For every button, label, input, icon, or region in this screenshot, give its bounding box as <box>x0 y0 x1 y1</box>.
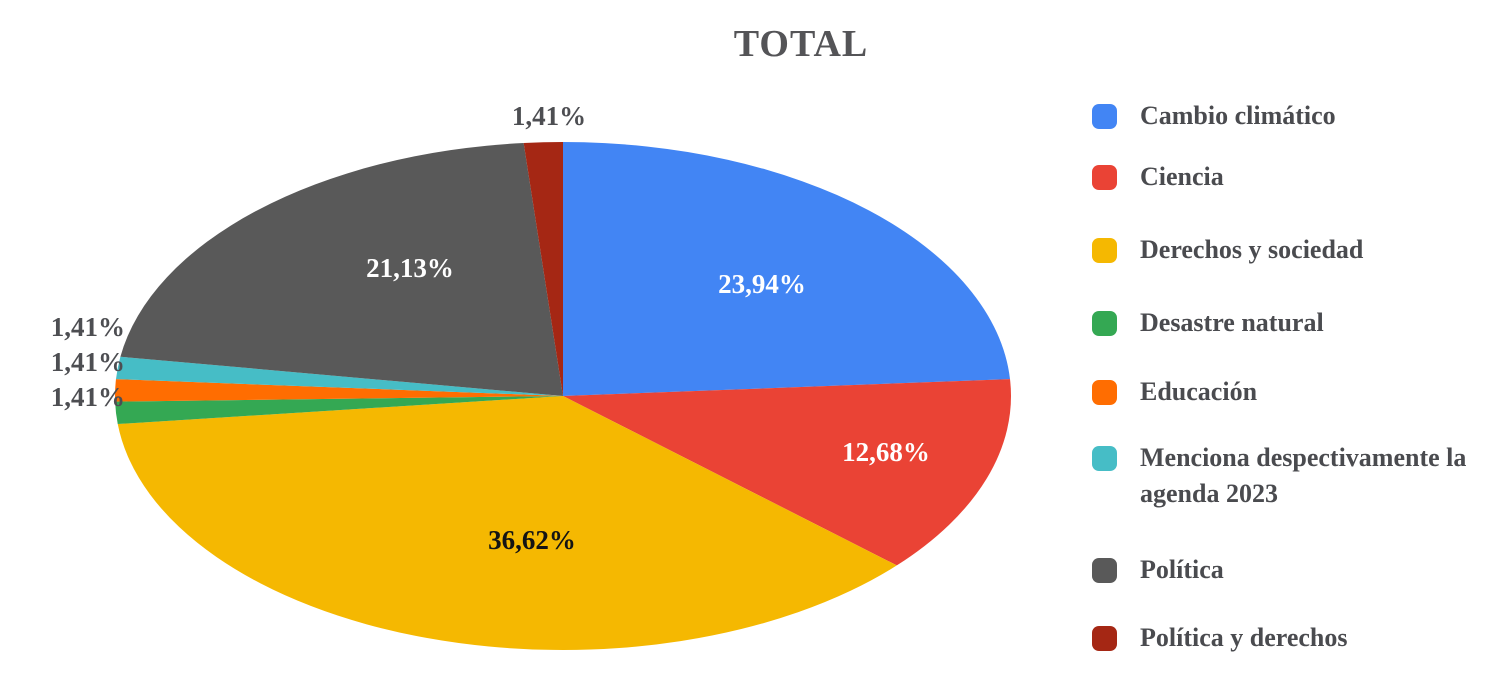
pie-slice-label: 1,41% <box>51 312 125 342</box>
legend-item[interactable]: Derechos y sociedad <box>1092 232 1363 268</box>
pie-slice-label: 23,94% <box>718 269 806 299</box>
pie-slice-label: 1,41% <box>51 382 125 412</box>
legend-label: Menciona despectivamente la agenda 2023 <box>1140 443 1467 508</box>
chart-title: TOTAL <box>733 23 869 65</box>
legend-item[interactable]: Cambio climático <box>1092 98 1336 134</box>
pie-slice[interactable] <box>523 142 563 396</box>
pie-slice[interactable] <box>115 356 564 396</box>
legend-swatch <box>1092 446 1117 471</box>
legend-label: Derechos y sociedad <box>1140 235 1364 264</box>
legend-label: Educación <box>1140 377 1258 406</box>
legend-swatch <box>1092 558 1117 583</box>
pie-slice-label: 1,41% <box>512 101 586 131</box>
legend-swatch <box>1092 380 1117 405</box>
legend-swatch <box>1092 626 1117 651</box>
pie-slice-label: 36,62% <box>488 525 576 555</box>
legend-label: Política y derechos <box>1140 623 1348 652</box>
pie-slice[interactable] <box>120 142 563 396</box>
pie-slice[interactable] <box>117 396 897 650</box>
pie-slice[interactable] <box>115 379 564 402</box>
legend-swatch <box>1092 238 1117 263</box>
legend-swatch <box>1092 311 1117 336</box>
pie-slice-label: 12,68% <box>842 437 930 467</box>
pie-slice-label: 21,13% <box>366 253 454 283</box>
pie-slice[interactable] <box>563 379 1012 566</box>
legend-item[interactable]: Desastre natural <box>1092 305 1324 341</box>
legend-item[interactable]: Educación <box>1092 374 1257 410</box>
legend-item[interactable]: Política <box>1092 552 1224 588</box>
legend-swatch <box>1092 165 1117 190</box>
pie-slice-label: 1,41% <box>51 347 125 377</box>
legend-label: Cambio climático <box>1140 101 1336 130</box>
pie-slice[interactable] <box>115 396 564 425</box>
legend-item[interactable]: Ciencia <box>1092 159 1224 195</box>
legend-label: Política <box>1140 555 1224 584</box>
legend-swatch <box>1092 104 1117 129</box>
legend-item[interactable]: Menciona despectivamente la agenda 2023 <box>1092 440 1470 512</box>
legend-item[interactable]: Política y derechos <box>1092 620 1347 656</box>
pie-slice[interactable] <box>563 142 1011 396</box>
legend-label: Ciencia <box>1140 162 1224 191</box>
legend-label: Desastre natural <box>1140 308 1324 337</box>
